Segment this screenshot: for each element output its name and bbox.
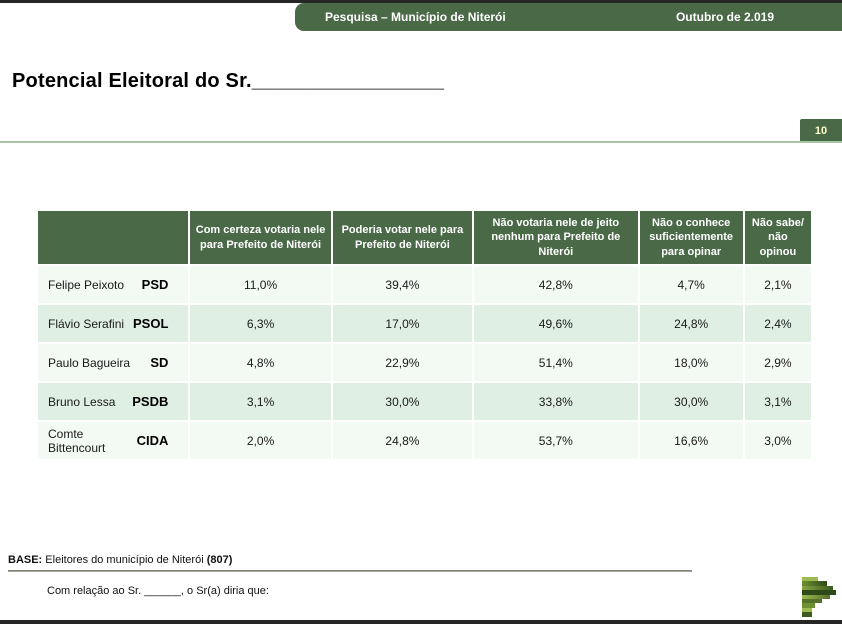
brand-logo-icon bbox=[802, 577, 840, 618]
table-row: Felipe Peixoto PSD 11,0% 39,4% 42,8% 4,7… bbox=[38, 266, 811, 303]
column-header: Não o conhece suficientemente para opina… bbox=[639, 211, 743, 264]
table-header-row: Com certeza votaria nele para Prefeito d… bbox=[38, 211, 811, 264]
value-cell: 2,9% bbox=[744, 344, 811, 381]
base-note: BASE: Eleitores do município de Niterói … bbox=[8, 554, 232, 566]
value-cell: 11,0% bbox=[190, 266, 331, 303]
candidate-name: Bruno Lessa bbox=[48, 394, 116, 409]
base-label: BASE: bbox=[8, 554, 43, 566]
value-cell: 3,1% bbox=[190, 383, 331, 420]
slide-bottom-border bbox=[0, 620, 842, 624]
table-row: Bruno Lessa PSDB 3,1% 30,0% 33,8% 30,0% … bbox=[38, 383, 811, 420]
results-table: Com certeza votaria nele para Prefeito d… bbox=[36, 209, 813, 461]
value-cell: 39,4% bbox=[332, 266, 473, 303]
column-header: Não votaria nele de jeito nenhum para Pr… bbox=[474, 211, 638, 264]
value-cell: 4,8% bbox=[190, 344, 331, 381]
survey-title: Pesquisa – Município de Niterói bbox=[325, 10, 506, 24]
value-cell: 33,8% bbox=[474, 383, 638, 420]
value-cell: 17,0% bbox=[332, 305, 473, 342]
page-number-badge: 10 bbox=[800, 119, 842, 142]
candidate-name: Flávio Serafini bbox=[48, 316, 125, 331]
candidate-party: SD bbox=[150, 355, 169, 370]
value-cell: 16,6% bbox=[639, 422, 743, 459]
question-text: Com relação ao Sr. ______, o Sr(a) diria… bbox=[47, 585, 269, 597]
value-cell: 18,0% bbox=[639, 344, 743, 381]
value-cell: 53,7% bbox=[474, 422, 638, 459]
column-header: Com certeza votaria nele para Prefeito d… bbox=[190, 211, 331, 264]
survey-date: Outubro de 2.019 bbox=[675, 10, 774, 24]
candidate-name: Paulo Bagueira bbox=[48, 355, 131, 370]
candidate-party: CIDA bbox=[136, 433, 169, 448]
candidate-name: Comte Bittencourt bbox=[48, 426, 106, 455]
value-cell: 2,0% bbox=[190, 422, 331, 459]
table-row: Flávio Serafini PSOL 6,3% 17,0% 49,6% 24… bbox=[38, 305, 811, 342]
value-cell: 22,9% bbox=[332, 344, 473, 381]
page-title: Potencial Eleitoral do Sr.______________… bbox=[12, 70, 445, 92]
column-header: Não sabe/ não opinou bbox=[744, 211, 811, 264]
value-cell: 2,4% bbox=[744, 305, 811, 342]
candidate-party: PSDB bbox=[132, 394, 169, 409]
candidate-party: PSD bbox=[141, 277, 169, 292]
table-row: Paulo Bagueira SD 4,8% 22,9% 51,4% 18,0%… bbox=[38, 344, 811, 381]
value-cell: 4,7% bbox=[639, 266, 743, 303]
value-cell: 30,0% bbox=[332, 383, 473, 420]
value-cell: 3,1% bbox=[744, 383, 811, 420]
base-text: Eleitores do município de Niterói bbox=[42, 554, 207, 566]
candidate-name: Felipe Peixoto bbox=[48, 277, 125, 292]
base-divider-rule bbox=[8, 570, 692, 572]
title-divider-rule bbox=[0, 141, 842, 143]
value-cell: 30,0% bbox=[639, 383, 743, 420]
value-cell: 6,3% bbox=[190, 305, 331, 342]
table-corner-cell bbox=[38, 211, 189, 264]
table-row: Comte Bittencourt CIDA 2,0% 24,8% 53,7% … bbox=[38, 422, 811, 459]
candidate-party: PSOL bbox=[132, 316, 169, 331]
header-bar: Pesquisa – Município de Niterói Outubro … bbox=[295, 3, 842, 31]
value-cell: 3,0% bbox=[744, 422, 811, 459]
value-cell: 51,4% bbox=[474, 344, 638, 381]
value-cell: 42,8% bbox=[474, 266, 638, 303]
column-header: Poderia votar nele para Prefeito de Nite… bbox=[332, 211, 473, 264]
base-count: (807) bbox=[206, 554, 233, 566]
value-cell: 2,1% bbox=[744, 266, 811, 303]
slide-top-border bbox=[0, 0, 842, 3]
value-cell: 24,8% bbox=[332, 422, 473, 459]
value-cell: 49,6% bbox=[474, 305, 638, 342]
value-cell: 24,8% bbox=[639, 305, 743, 342]
